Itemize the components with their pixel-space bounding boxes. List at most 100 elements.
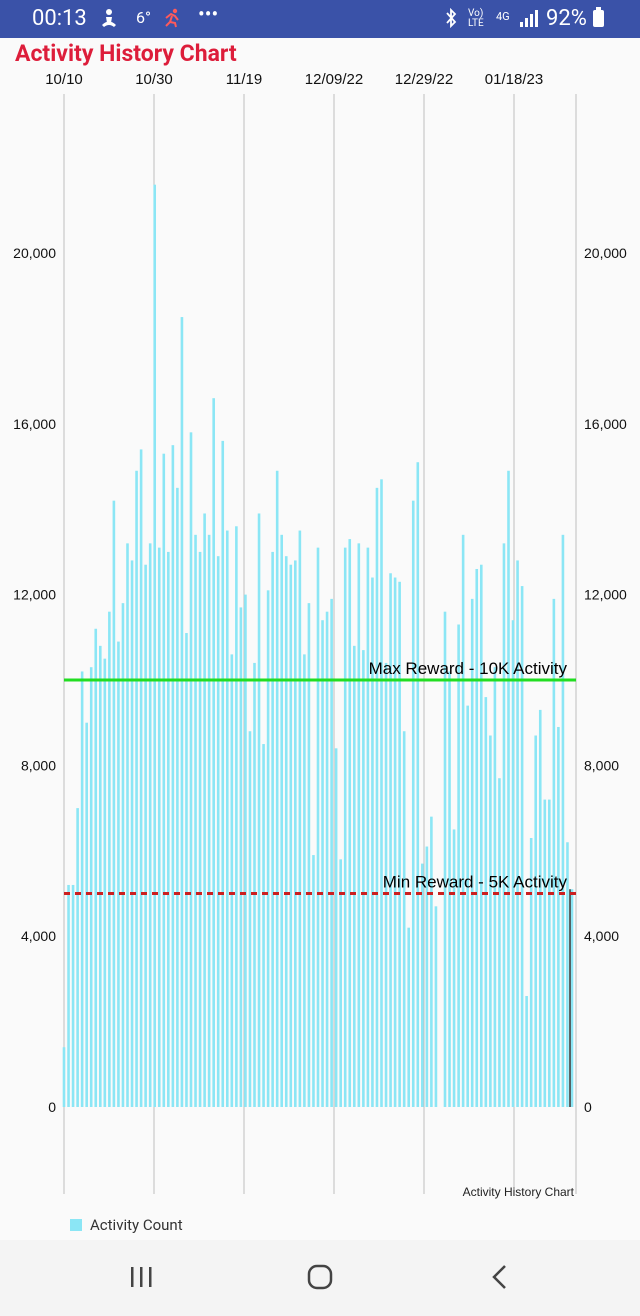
bar[interactable]: [416, 462, 420, 1108]
bar[interactable]: [493, 667, 497, 1107]
bar[interactable]: [121, 603, 125, 1107]
bar[interactable]: [393, 577, 397, 1107]
bar[interactable]: [402, 731, 406, 1107]
bar[interactable]: [171, 445, 175, 1107]
bar[interactable]: [516, 560, 519, 1107]
bar[interactable]: [108, 611, 111, 1107]
bar[interactable]: [502, 543, 506, 1107]
bar[interactable]: [543, 799, 547, 1107]
bar[interactable]: [457, 624, 460, 1107]
bar[interactable]: [452, 829, 456, 1107]
bar[interactable]: [529, 837, 533, 1107]
bar[interactable]: [411, 500, 415, 1107]
bar[interactable]: [479, 564, 483, 1107]
bar[interactable]: [570, 889, 574, 1107]
bar[interactable]: [470, 598, 474, 1107]
bar[interactable]: [334, 748, 338, 1107]
bar[interactable]: [321, 620, 324, 1107]
bar[interactable]: [235, 526, 238, 1107]
bar[interactable]: [557, 726, 560, 1107]
bar[interactable]: [284, 556, 288, 1107]
bar[interactable]: [244, 594, 247, 1107]
bar[interactable]: [167, 551, 170, 1107]
bar[interactable]: [421, 863, 424, 1107]
home-button[interactable]: [300, 1262, 340, 1294]
activity-chart[interactable]: 10/10 10/30 11/19 12/09/22 12/29/22 01/18/23 …: [0, 64, 640, 1204]
bar[interactable]: [425, 846, 429, 1107]
bar[interactable]: [248, 731, 252, 1107]
bar[interactable]: [144, 564, 147, 1107]
bar[interactable]: [307, 603, 311, 1107]
bar[interactable]: [253, 662, 256, 1107]
bar[interactable]: [262, 744, 265, 1107]
bar[interactable]: [216, 556, 220, 1107]
bar[interactable]: [352, 645, 356, 1107]
bar[interactable]: [375, 487, 379, 1108]
bar[interactable]: [443, 611, 447, 1107]
bar[interactable]: [357, 543, 361, 1107]
bar[interactable]: [538, 709, 542, 1107]
bar[interactable]: [180, 317, 184, 1107]
bar[interactable]: [221, 440, 225, 1107]
bar[interactable]: [112, 500, 116, 1107]
bar[interactable]: [548, 799, 551, 1107]
bar[interactable]: [126, 543, 129, 1107]
bar[interactable]: [484, 697, 488, 1107]
bar[interactable]: [343, 547, 347, 1107]
bar[interactable]: [239, 607, 243, 1107]
bar[interactable]: [430, 816, 433, 1107]
bar[interactable]: [461, 534, 465, 1107]
bar[interactable]: [389, 573, 392, 1107]
bar[interactable]: [380, 479, 383, 1107]
bar[interactable]: [130, 560, 134, 1107]
bar[interactable]: [257, 513, 261, 1107]
bar[interactable]: [507, 470, 510, 1107]
bar[interactable]: [561, 534, 565, 1107]
bar[interactable]: [298, 530, 302, 1107]
bar[interactable]: [407, 927, 411, 1107]
bar[interactable]: [266, 590, 270, 1107]
bar[interactable]: [207, 534, 211, 1107]
bar[interactable]: [525, 995, 528, 1107]
bar[interactable]: [103, 658, 107, 1107]
bar[interactable]: [498, 778, 501, 1107]
bar[interactable]: [534, 735, 538, 1107]
bar[interactable]: [448, 671, 451, 1107]
recent-apps-button[interactable]: [122, 1262, 162, 1294]
bar[interactable]: [203, 513, 206, 1107]
bar[interactable]: [157, 547, 161, 1107]
bar[interactable]: [62, 1047, 66, 1107]
bar[interactable]: [434, 906, 438, 1107]
bar[interactable]: [325, 611, 329, 1107]
bar[interactable]: [176, 487, 179, 1108]
bar[interactable]: [475, 568, 479, 1107]
bar[interactable]: [71, 884, 75, 1107]
back-button[interactable]: [480, 1262, 520, 1294]
bar[interactable]: [85, 722, 88, 1107]
bar[interactable]: [117, 641, 120, 1107]
bar[interactable]: [162, 453, 166, 1107]
bar[interactable]: [366, 547, 370, 1107]
bar[interactable]: [371, 577, 374, 1107]
bar[interactable]: [148, 543, 152, 1107]
bar[interactable]: [89, 667, 93, 1107]
bar[interactable]: [289, 564, 293, 1107]
bar[interactable]: [98, 645, 102, 1107]
bar[interactable]: [316, 547, 320, 1107]
bar[interactable]: [198, 551, 202, 1107]
bar[interactable]: [384, 662, 388, 1107]
bar[interactable]: [271, 551, 274, 1107]
bar[interactable]: [520, 586, 524, 1107]
bar[interactable]: [294, 560, 297, 1107]
bar[interactable]: [511, 620, 515, 1107]
bar[interactable]: [489, 735, 492, 1107]
bar[interactable]: [339, 859, 342, 1107]
bar[interactable]: [552, 598, 556, 1107]
bar[interactable]: [398, 581, 401, 1107]
bar[interactable]: [566, 842, 569, 1107]
bar[interactable]: [185, 633, 188, 1107]
bar[interactable]: [466, 705, 469, 1107]
bar[interactable]: [67, 884, 70, 1107]
bar[interactable]: [135, 470, 138, 1107]
bar[interactable]: [275, 470, 279, 1107]
